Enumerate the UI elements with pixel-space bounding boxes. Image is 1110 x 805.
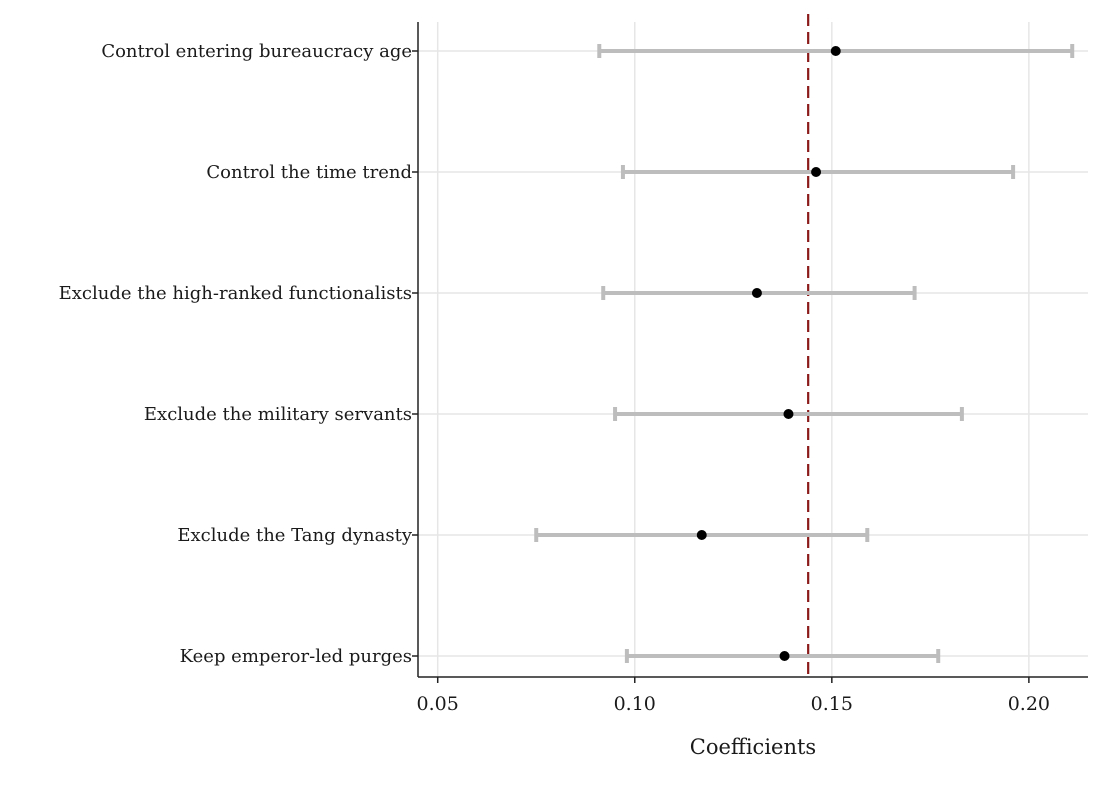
category-labels: Control entering bureaucracy age Control … bbox=[59, 41, 413, 667]
category-label: Exclude the military servants bbox=[144, 404, 412, 425]
point-estimate bbox=[751, 288, 762, 298]
category-label: Exclude the Tang dynasty bbox=[177, 525, 412, 546]
x-tick-label: 0.20 bbox=[1008, 693, 1050, 715]
point-estimate bbox=[830, 46, 841, 56]
point-estimates bbox=[696, 46, 841, 661]
category-label: Keep emperor-led purges bbox=[180, 646, 412, 667]
category-label: Exclude the high-ranked functionalists bbox=[59, 283, 412, 304]
x-tick-labels: 0.05 0.10 0.15 0.20 bbox=[417, 693, 1050, 715]
x-tick-label: 0.10 bbox=[614, 693, 656, 715]
grid-lines bbox=[418, 22, 1088, 677]
point-estimate bbox=[811, 167, 822, 177]
point-estimate bbox=[696, 530, 707, 540]
point-estimate bbox=[783, 409, 794, 419]
confidence-intervals bbox=[534, 44, 1075, 663]
category-label: Control the time trend bbox=[206, 162, 412, 183]
axes bbox=[412, 22, 1088, 683]
x-tick-label: 0.05 bbox=[417, 693, 459, 715]
point-estimate bbox=[779, 651, 790, 661]
x-tick-label: 0.15 bbox=[811, 693, 853, 715]
x-axis-title: Coefficients bbox=[690, 735, 816, 759]
category-label: Control entering bureaucracy age bbox=[101, 41, 412, 62]
